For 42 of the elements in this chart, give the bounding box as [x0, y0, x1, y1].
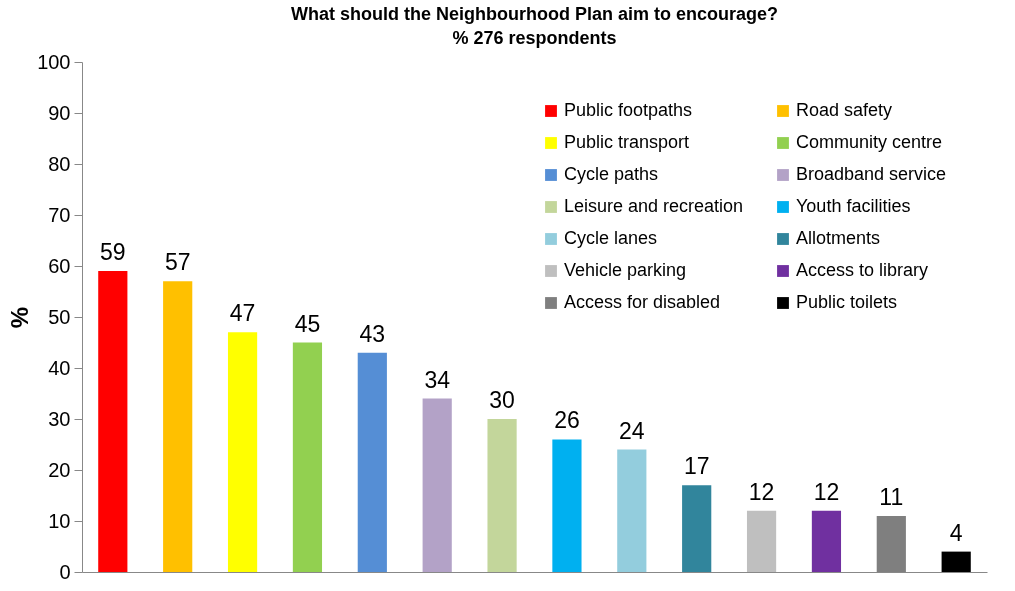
legend-label: Community centre: [796, 132, 943, 152]
data-label: 26: [554, 407, 580, 434]
legend-label: Access for disabled: [564, 292, 721, 312]
data-label: 43: [359, 320, 386, 347]
legend-label: Cycle lanes: [564, 228, 658, 248]
y-tick-label: 10: [48, 509, 71, 532]
legend-label: Road safety: [796, 100, 893, 120]
data-label: 24: [619, 417, 645, 444]
data-label: 34: [424, 366, 451, 393]
y-tick-label: 70: [48, 203, 71, 226]
y-axis-title: %: [6, 306, 34, 329]
legend-label: Access to library: [796, 260, 929, 280]
y-tick-label: 80: [48, 152, 71, 175]
data-label: 30: [489, 387, 515, 413]
legend-label: Vehicle parking: [564, 260, 687, 280]
legend-label: Public toilets: [796, 292, 898, 312]
chart-title: What should the Neighbourhood Plan aim to encourage?: [290, 4, 779, 24]
data-label: 45: [294, 310, 321, 337]
data-label: 17: [683, 453, 710, 480]
y-tick-label: 40: [48, 356, 71, 379]
y-tick-label: 0: [59, 560, 71, 583]
data-label: 12: [813, 478, 840, 505]
data-label: 47: [229, 300, 256, 327]
legend-label: Allotments: [796, 228, 881, 248]
data-label: 59: [100, 239, 126, 266]
y-tick-label: 100: [37, 50, 71, 73]
legend-label: Cycle paths: [564, 164, 659, 184]
data-label: 11: [879, 483, 904, 510]
chart-subtitle: % 276 respondents: [452, 28, 617, 48]
data-label: 12: [748, 478, 775, 505]
legend-label: Youth facilities: [796, 196, 911, 216]
legend-label: Broadband service: [796, 164, 947, 184]
legend-label: Public footpaths: [564, 100, 693, 120]
y-tick-label: 60: [48, 254, 71, 277]
y-tick-label: 50: [48, 305, 71, 328]
legend-label: Public transport: [564, 132, 690, 152]
data-label: 57: [164, 249, 191, 276]
data-label: 4: [949, 519, 963, 546]
y-tick-label: 30: [48, 407, 71, 430]
y-tick-label: 90: [48, 101, 71, 124]
legend-label: Leisure and recreation: [564, 196, 744, 216]
y-tick-label: 20: [48, 458, 71, 481]
